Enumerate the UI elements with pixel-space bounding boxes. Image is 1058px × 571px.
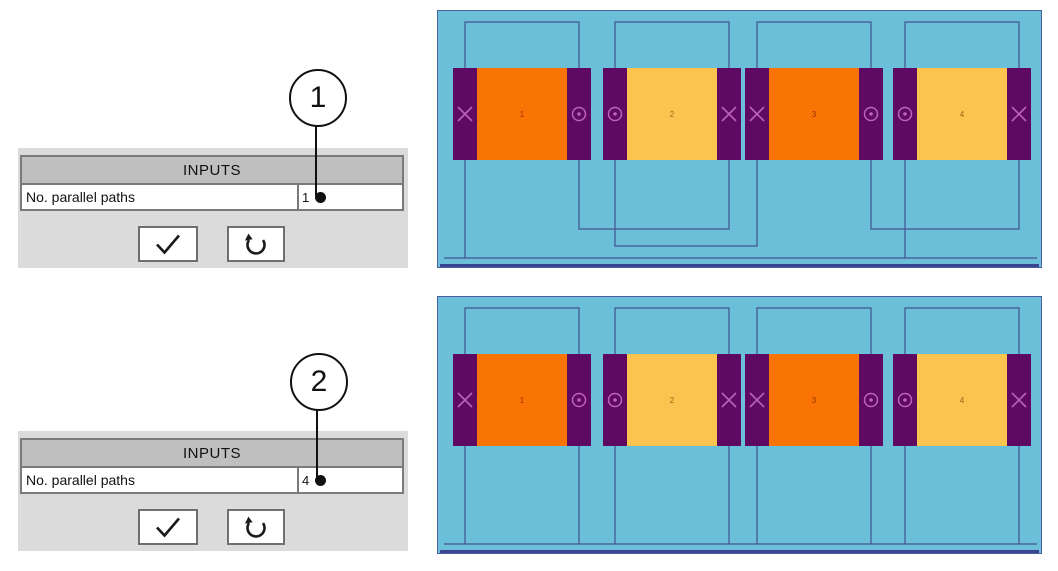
svg-text:1: 1: [520, 110, 525, 119]
parallel-paths-label-2: No. parallel paths: [22, 468, 299, 492]
svg-text:3: 3: [812, 110, 817, 119]
callout-1-dot: [315, 191, 327, 203]
reset-button-2[interactable]: [227, 509, 285, 545]
inputs-table-2: INPUTS No. parallel paths 4: [20, 438, 404, 494]
callout-1-leader-line: [315, 120, 317, 196]
reset-arrow-icon: [244, 516, 266, 538]
svg-text:1: 1: [520, 396, 525, 405]
callout-2-dot: [315, 474, 327, 486]
svg-text:4: 4: [960, 396, 965, 405]
callout-1-label: 1: [309, 81, 327, 114]
parallel-paths-label-1: No. parallel paths: [22, 185, 299, 209]
reset-arrow-icon: [244, 233, 266, 255]
winding-diagram-4-paths: 1 2 3 4: [437, 296, 1042, 554]
callout-2-circle: 2: [290, 353, 348, 411]
callout-2-leader-line: [316, 404, 318, 481]
parallel-paths-value-field-2[interactable]: 4: [299, 468, 402, 492]
check-icon: [156, 517, 180, 538]
parallel-paths-value-field-1[interactable]: 1: [299, 185, 402, 209]
callout-1-circle: 1: [289, 69, 347, 127]
inputs-panel-2: INPUTS No. parallel paths 4: [18, 431, 408, 551]
parallel-paths-value-1: 1: [302, 189, 310, 205]
svg-text:3: 3: [812, 396, 817, 405]
check-icon: [156, 234, 180, 255]
winding-diagram-1-path: 1 2 3 4: [437, 10, 1042, 268]
parallel-paths-row-2: No. parallel paths 4: [22, 468, 402, 492]
confirm-button-1[interactable]: [138, 226, 198, 262]
svg-text:2: 2: [670, 110, 675, 119]
reset-button-1[interactable]: [227, 226, 285, 262]
inputs-panel-1: INPUTS No. parallel paths 1: [18, 148, 408, 268]
inputs-header-1: INPUTS: [22, 157, 402, 185]
callout-2-label: 2: [310, 365, 328, 398]
confirm-button-2[interactable]: [138, 509, 198, 545]
svg-text:4: 4: [960, 110, 965, 119]
parallel-paths-value-2: 4: [302, 472, 310, 488]
parallel-paths-row-1: No. parallel paths 1: [22, 185, 402, 209]
svg-text:2: 2: [670, 396, 675, 405]
inputs-table-1: INPUTS No. parallel paths 1: [20, 155, 404, 211]
inputs-header-2: INPUTS: [22, 440, 402, 468]
